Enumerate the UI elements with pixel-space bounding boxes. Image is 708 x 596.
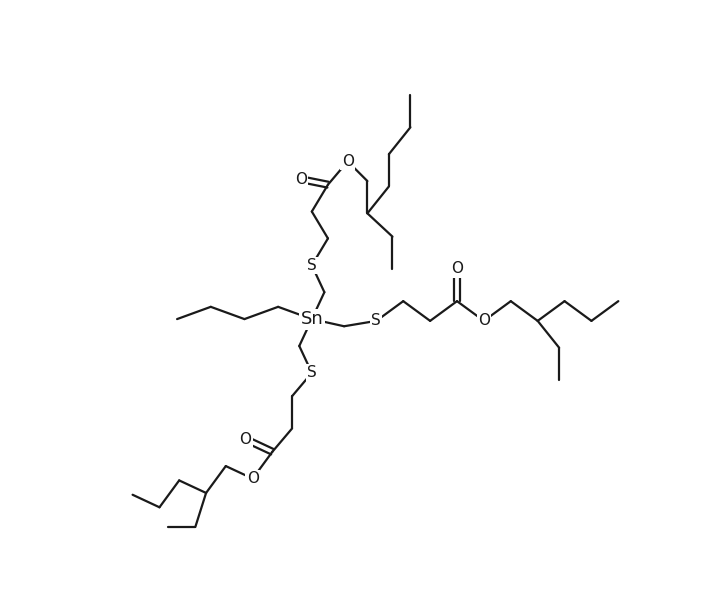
Text: S: S — [372, 313, 381, 328]
Text: S: S — [307, 365, 316, 380]
Text: O: O — [451, 262, 463, 277]
Text: S: S — [307, 258, 316, 273]
Text: O: O — [342, 154, 354, 169]
Text: O: O — [239, 432, 251, 446]
Text: O: O — [478, 313, 490, 328]
Text: Sn: Sn — [300, 310, 323, 328]
Text: O: O — [295, 172, 307, 187]
Text: O: O — [246, 471, 258, 486]
